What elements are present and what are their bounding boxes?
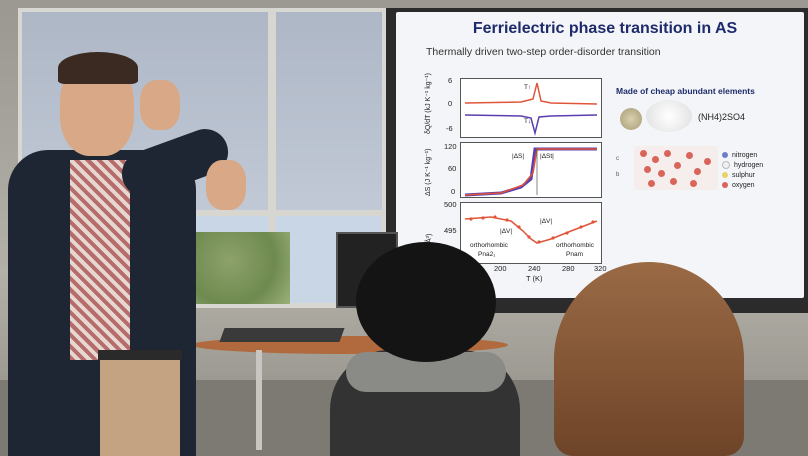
panel2-ylabel: ΔS (J K⁻¹ kg⁻¹) — [425, 148, 432, 196]
audience-member-long-hair — [554, 262, 744, 456]
heating-annotation: T↑ — [524, 84, 532, 91]
legend-label: nitrogen — [732, 151, 758, 159]
presenter-hair — [58, 52, 138, 84]
presenter-shirt — [70, 160, 130, 360]
legend-label: hydrogen — [734, 161, 764, 169]
x-axis-label: T (K) — [526, 274, 543, 283]
slide-title: Ferrielectric phase transition in AS — [472, 20, 738, 37]
legend-item: nitrogen — [722, 150, 763, 160]
legend-item: hydrogen — [722, 160, 763, 170]
entropy-annotation: |ΔS| — [512, 153, 525, 160]
panel2-tick: 0 — [451, 187, 456, 196]
entropy-annotation: |ΔSt| — [540, 153, 554, 160]
cooling-annotation: T↓ — [524, 118, 532, 125]
x-tick: 280 — [562, 264, 575, 273]
crystal-structure-image — [634, 146, 718, 190]
panel3-tick: 495 — [444, 226, 457, 235]
window-mullion — [268, 8, 276, 308]
slide-subtitle: Thermally driven two-step order-disorder… — [426, 46, 661, 58]
panel3-tick: 500 — [444, 200, 457, 209]
axis-b-label: b — [616, 172, 620, 178]
x-tick: 200 — [494, 264, 507, 273]
crystal-sample-image — [620, 108, 642, 130]
legend-label: sulphur — [732, 171, 755, 179]
legend-item: sulphur — [722, 170, 763, 180]
presenter-hand-raised — [140, 80, 180, 130]
phase-right-label: orthorhombic — [556, 242, 594, 249]
cooling-curve — [464, 114, 598, 136]
volume-points — [469, 215, 595, 244]
volume-plot — [464, 215, 598, 244]
volume-annotation: |ΔV| — [540, 218, 553, 225]
panel1-tick: 0 — [448, 99, 453, 108]
phase-right-group: Pnam — [566, 251, 583, 258]
sulphur-swatch — [722, 172, 728, 178]
laptop — [219, 328, 345, 342]
presenter-belt — [98, 350, 182, 360]
nitrogen-swatch — [722, 152, 728, 158]
axis-c-label: c — [616, 156, 619, 162]
heat-flow-panel — [460, 78, 602, 138]
window-transom — [18, 210, 386, 216]
hydrogen-swatch — [722, 161, 730, 169]
atom-legend: nitrogen hydrogen sulphur oxygen — [722, 150, 763, 190]
phase-left-label: orthorhombic — [470, 242, 508, 249]
entropy-plot — [464, 147, 597, 197]
powder-sample-image — [646, 100, 692, 132]
presenter-pants — [100, 360, 180, 456]
heating-curve — [464, 82, 598, 105]
panel1-ylabel: δQ/dT (kJ K⁻¹ kg⁻¹) — [425, 73, 432, 134]
volume-curve — [464, 216, 598, 244]
table-leg — [256, 350, 262, 450]
audience-member-head — [356, 242, 496, 362]
abundant-elements-heading: Made of cheap abundant elements — [616, 86, 755, 96]
entropy-cooling-curve — [464, 147, 597, 197]
x-tick: 320 — [594, 264, 607, 273]
entropy-panel — [460, 142, 602, 198]
chemical-formula: (NH4)2SO4 — [698, 112, 746, 122]
panel2-tick: 60 — [448, 164, 457, 173]
phase-left-group: Pna2₁ — [478, 251, 496, 258]
volume-panel — [460, 202, 602, 264]
panel1-tick: 6 — [448, 76, 453, 85]
panel1-tick: -6 — [446, 124, 453, 133]
legend-label: oxygen — [732, 181, 755, 189]
panel2-tick: 120 — [444, 142, 457, 151]
oxygen-swatch — [722, 182, 728, 188]
volume-annotation: |ΔV| — [500, 228, 513, 235]
heat-flow-plot — [464, 82, 598, 136]
legend-item: oxygen — [722, 180, 763, 190]
x-tick: 240 — [528, 264, 541, 273]
entropy-heating-curve — [464, 148, 597, 196]
presenter-hand-gesture — [206, 160, 246, 210]
